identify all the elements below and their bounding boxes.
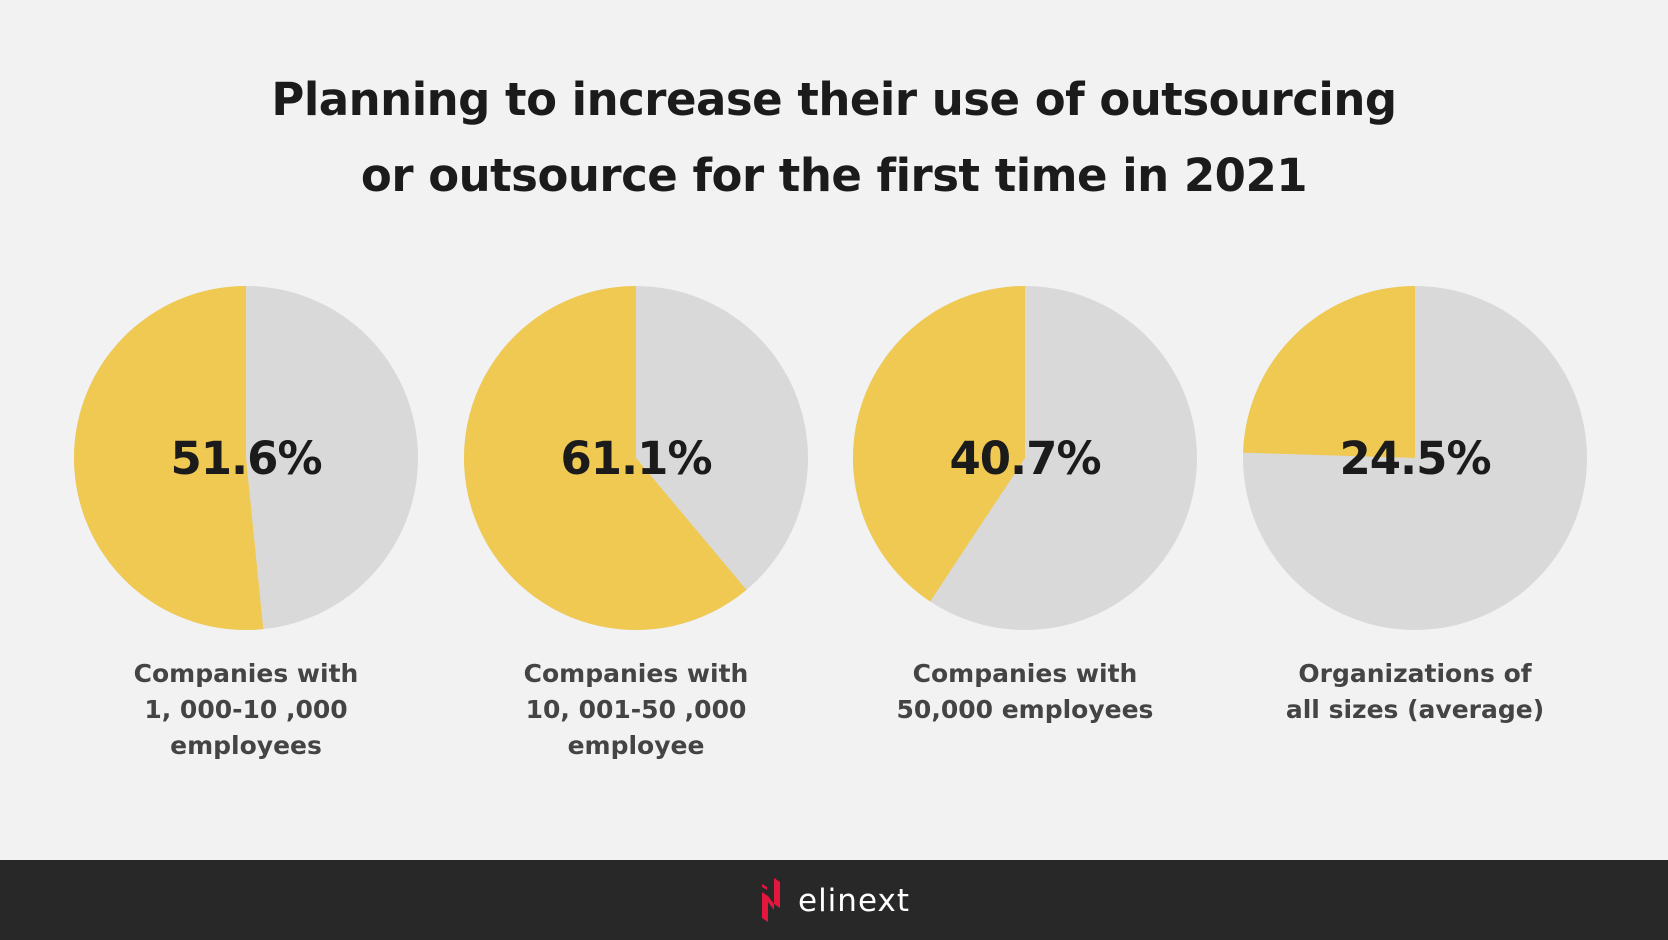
pie-3-value-label: 40.7% <box>949 432 1100 485</box>
pie-2-value-slice <box>463 286 747 630</box>
elinext-mark-icon <box>762 878 780 922</box>
pie-2: 61.1% <box>463 286 808 630</box>
pie-3-value-slice <box>852 286 1025 602</box>
caption-4-line-2: all sizes (average) <box>1285 695 1545 724</box>
pie-4-value-slice <box>1243 286 1415 458</box>
brand-logo[interactable]: elinext <box>758 876 910 926</box>
caption-1-line-3: employees <box>170 731 322 760</box>
caption-1-line-2: 1, 000-10 ,000 <box>144 695 348 724</box>
footer-bar <box>0 860 1668 940</box>
caption-1: Companies with 1, 000-10 ,000 employees <box>96 656 396 764</box>
caption-2-line-2: 10, 001-50 ,000 <box>525 695 747 724</box>
caption-4-line-1: Organizations of <box>1298 659 1532 688</box>
caption-2-line-3: employee <box>567 731 705 760</box>
caption-2: Companies with 10, 001-50 ,000 employee <box>486 656 786 764</box>
brand-name: elinext <box>798 883 910 919</box>
caption-4: Organizations of all sizes (average) <box>1265 656 1565 728</box>
pie-1: 51.6% <box>74 286 418 630</box>
pie-charts: 51.6% 61.1% 40.7% 24.5% <box>74 286 1587 630</box>
caption-3-line-1: Companies with <box>912 659 1138 688</box>
pie-4-value-label: 24.5% <box>1339 432 1490 485</box>
caption-1-line-1: Companies with <box>133 659 359 688</box>
pie-4: 24.5% <box>1243 286 1587 630</box>
caption-3-line-2: 50,000 employees <box>896 695 1154 724</box>
chart-title: Planning to increase their use of outsou… <box>0 62 1668 214</box>
caption-3: Companies with 50,000 employees <box>875 656 1175 728</box>
title-line-2: or outsource for the first time in 2021 <box>360 149 1308 202</box>
pie-1-value-slice <box>74 286 264 630</box>
title-line-1: Planning to increase their use of outsou… <box>271 73 1397 126</box>
pie-3: 40.7% <box>852 286 1197 630</box>
pie-1-value-label: 51.6% <box>170 432 321 485</box>
caption-2-line-1: Companies with <box>523 659 749 688</box>
pie-2-value-label: 61.1% <box>560 432 711 485</box>
